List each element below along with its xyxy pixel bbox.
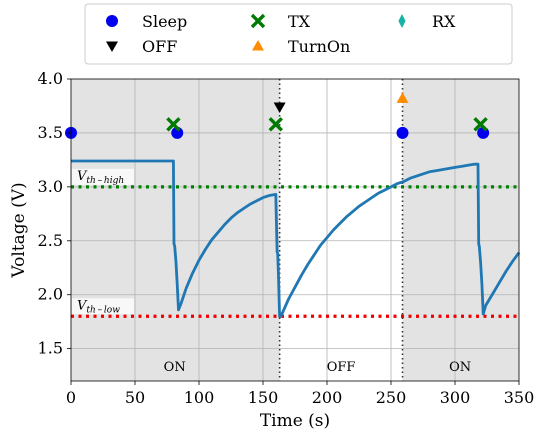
y-tick-label-4: 4.0	[38, 69, 63, 88]
threshold-label-0: Vth – high	[77, 169, 124, 186]
legend-marker-2	[398, 14, 406, 28]
off-marker-0	[273, 102, 286, 114]
sleep-marker-1	[171, 126, 184, 139]
sleep-marker-2	[396, 126, 409, 139]
region-label-1: OFF	[327, 360, 356, 375]
legend-label-4: TurnOn	[288, 37, 350, 56]
tx-marker-0	[166, 117, 181, 132]
x-tick-label-100: 100	[184, 388, 215, 407]
threshold-label-1: Vth – low	[77, 298, 120, 315]
legend-box	[84, 3, 513, 65]
legend-marker-1	[250, 13, 266, 29]
legend-label-1: TX	[288, 12, 311, 31]
region-label-0: ON	[164, 360, 186, 375]
y-tick-label-3.5: 3.5	[38, 123, 63, 142]
x-tick-label-250: 250	[376, 388, 407, 407]
tx-marker-2	[473, 117, 488, 132]
axis-ticks: 0 50 100 150 200 250 300 350 1.5 2.0 2.5 3.0 3.5 4.0	[38, 69, 535, 407]
threshold-label-bg-1	[72, 298, 134, 315]
legend-marker-0	[106, 15, 118, 27]
y-tick-label-3: 3.0	[38, 177, 63, 196]
grid-lines	[71, 79, 519, 381]
y-axis-label: Voltage (V)	[9, 182, 29, 278]
region-label-2: ON	[449, 360, 471, 375]
legend-label-0: Sleep	[142, 12, 187, 31]
plot-background	[71, 79, 519, 381]
turnon-marker-0	[396, 92, 409, 103]
x-tick-label-0: 0	[66, 388, 76, 407]
legend: Sleep TX RX OFF TurnOn	[84, 3, 513, 65]
event-markers	[65, 92, 490, 139]
region-labels: ON OFF ON	[164, 360, 471, 375]
threshold-lines: Vth – high Vth – low	[71, 168, 519, 318]
tx-marker-1	[268, 117, 284, 132]
y-tick-label-2.5: 2.5	[38, 231, 63, 250]
legend-marker-3	[106, 41, 118, 52]
x-tick-label-50: 50	[125, 388, 145, 407]
y-tick-label-2: 2.0	[38, 285, 63, 304]
x-tick-label-300: 300	[440, 388, 471, 407]
x-tick-label-350: 350	[504, 388, 535, 407]
plot-frame	[70, 78, 520, 382]
shaded-region-1	[402, 79, 519, 381]
series-line-0	[71, 159, 521, 318]
legend-label-3: OFF	[142, 37, 177, 56]
voltage-series	[71, 159, 521, 318]
x-axis-label: Time (s)	[260, 411, 330, 431]
y-tick-label-1.5: 1.5	[38, 339, 63, 358]
x-tick-label-200: 200	[312, 388, 343, 407]
x-tick-label-150: 150	[248, 388, 279, 407]
legend-marker-4	[252, 40, 264, 51]
legend-label-2: RX	[432, 12, 456, 31]
threshold-label-bg-0	[72, 168, 134, 185]
